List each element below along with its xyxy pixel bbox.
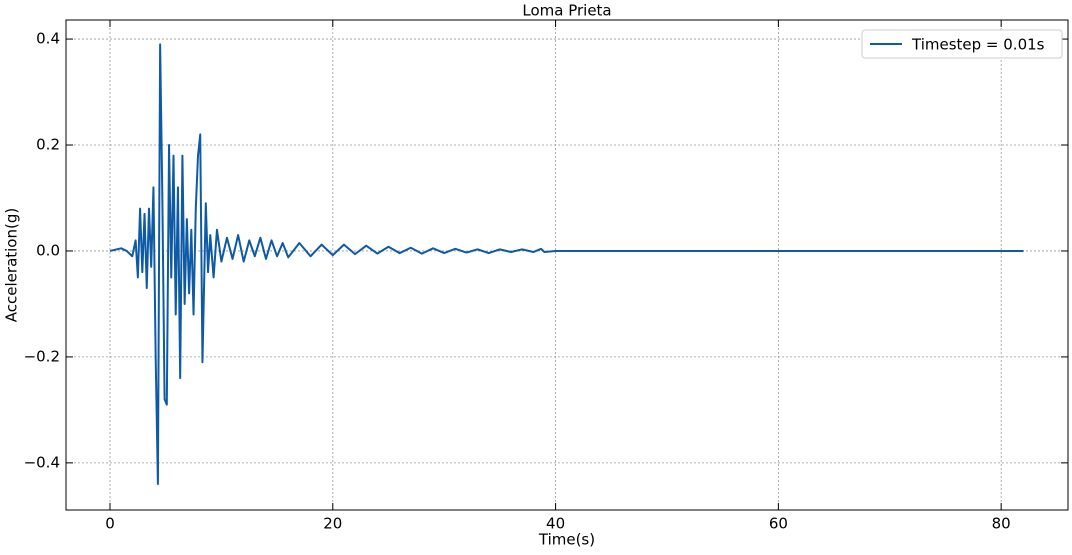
- y-tick-label: 0.4: [36, 30, 60, 48]
- y-tick-label: 0.0: [36, 241, 60, 259]
- legend-label: Timestep = 0.01s: [911, 36, 1045, 54]
- chart-title: Loma Prieta: [522, 2, 611, 20]
- legend-box: [861, 29, 1063, 59]
- y-axis-label: Acceleration(g): [3, 208, 21, 322]
- x-tick-label: 80: [992, 515, 1011, 533]
- y-tick-label: −0.2: [24, 347, 60, 365]
- legend: Timestep = 0.01s: [861, 29, 1063, 59]
- y-tick-label: −0.4: [24, 453, 60, 471]
- data-line: [109, 43, 1024, 486]
- x-tick-label: 40: [546, 515, 565, 533]
- y-tick-label: 0.2: [36, 136, 60, 154]
- x-tick-label: 60: [769, 515, 788, 533]
- x-axis-label: Time(s): [538, 531, 595, 549]
- plot-frame: [65, 19, 1069, 511]
- x-tick-label: 0: [105, 515, 115, 533]
- x-tick-label: 20: [323, 515, 342, 533]
